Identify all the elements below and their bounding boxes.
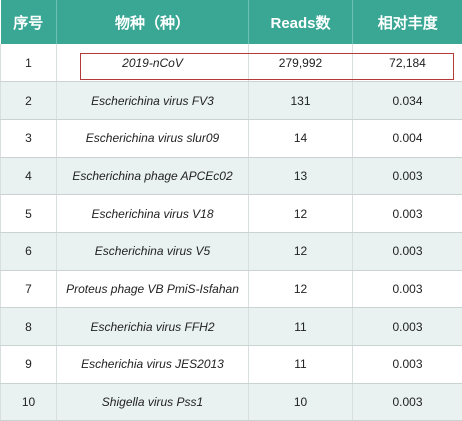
row-species: Escherichina virus FV3 (56, 81, 249, 120)
table-row: 5 Escherichina virus V18 12 0.003 (0, 194, 462, 233)
row-abundance: 0.003 (352, 383, 462, 421)
row-reads: 13 (248, 157, 353, 196)
row-species: Escherichia virus JES2013 (56, 345, 249, 384)
row-reads: 12 (248, 194, 353, 233)
header-reads: Reads数 (248, 0, 353, 44)
row-abundance: 0.034 (352, 81, 462, 120)
row-species: Shigella virus Pss1 (56, 383, 249, 421)
row-abundance: 0.003 (352, 307, 462, 346)
row-index: 3 (0, 119, 57, 158)
row-abundance: 72,184 (352, 44, 462, 83)
row-species: Escherichina virus V5 (56, 232, 249, 271)
row-reads: 11 (248, 307, 353, 346)
row-index: 4 (0, 157, 57, 196)
row-index: 6 (0, 232, 57, 271)
row-index: 1 (0, 44, 57, 83)
table-row: 3 Escherichina virus slur09 14 0.004 (0, 119, 462, 158)
table-row: 1 2019-nCoV 279,992 72,184 (0, 44, 462, 83)
table-row: 2 Escherichina virus FV3 131 0.034 (0, 81, 462, 120)
row-index: 5 (0, 194, 57, 233)
row-reads: 11 (248, 345, 353, 384)
row-index: 7 (0, 270, 57, 309)
table-row: 8 Escherichia virus FFH2 11 0.003 (0, 307, 462, 346)
row-reads: 131 (248, 81, 353, 120)
table-body: 1 2019-nCoV 279,992 72,184 2 Escherichin… (0, 44, 462, 421)
row-reads: 10 (248, 383, 353, 421)
row-species: Escherichina virus slur09 (56, 119, 249, 158)
row-abundance: 0.003 (352, 194, 462, 233)
row-species: Escherichina virus V18 (56, 194, 249, 233)
header-index: 序号 (0, 0, 57, 44)
row-species: Escherichina phage APCEc02 (56, 157, 249, 196)
row-species: Escherichia virus FFH2 (56, 307, 249, 346)
row-species: 2019-nCoV (56, 44, 249, 83)
row-abundance: 0.003 (352, 157, 462, 196)
row-index: 2 (0, 81, 57, 120)
table-row: 7 Proteus phage VB PmiS-Isfahan 12 0.003 (0, 270, 462, 309)
row-reads: 12 (248, 232, 353, 271)
row-reads: 279,992 (248, 44, 353, 83)
row-abundance: 0.003 (352, 345, 462, 384)
header-row: 序号 物种（种） Reads数 相对丰度 (0, 0, 462, 44)
row-abundance: 0.003 (352, 232, 462, 271)
header-abundance: 相对丰度 (377, 14, 438, 32)
row-abundance: 0.003 (352, 270, 462, 309)
row-species: Proteus phage VB PmiS-Isfahan (56, 270, 249, 309)
row-abundance: 0.004 (352, 119, 462, 158)
table-row: 10 Shigella virus Pss1 10 0.003 (0, 383, 462, 421)
row-index: 9 (0, 345, 57, 384)
header-species: 物种（种） (56, 0, 249, 44)
table-row: 9 Escherichia virus JES2013 11 0.003 (0, 345, 462, 384)
row-reads: 12 (248, 270, 353, 309)
row-index: 8 (0, 307, 57, 346)
row-index: 10 (0, 383, 57, 421)
table-header: 序号 物种（种） Reads数 相对丰度 (0, 0, 462, 44)
table-row: 4 Escherichina phage APCEc02 13 0.003 (0, 157, 462, 196)
table-row: 6 Escherichina virus V5 12 0.003 (0, 232, 462, 271)
row-reads: 14 (248, 119, 353, 158)
